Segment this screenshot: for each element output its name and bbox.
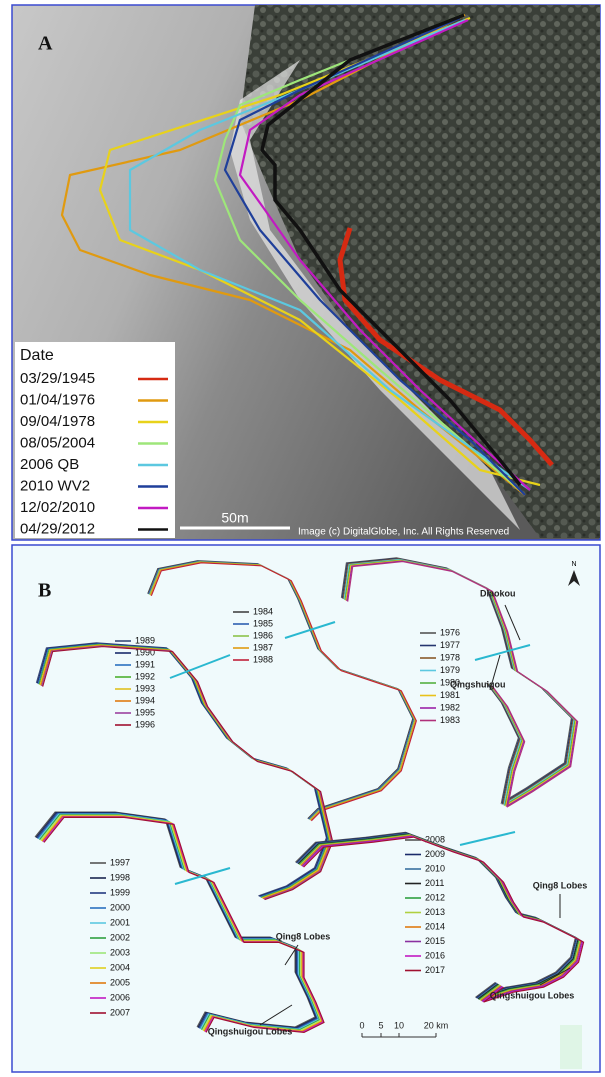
shade xyxy=(560,1025,582,1069)
legend-label: 1979 xyxy=(440,665,460,675)
legend-label: 09/04/1978 xyxy=(20,413,95,430)
legend-label: 1977 xyxy=(440,640,460,650)
legend-label: 1986 xyxy=(253,630,273,640)
legend-label: 1976 xyxy=(440,627,460,637)
legend-label: 2013 xyxy=(425,907,445,917)
figure: 50m Image (c) DigitalGlobe, Inc. All Rig… xyxy=(0,0,605,1077)
legend-label: 1992 xyxy=(135,671,155,681)
legend-label: 1989 xyxy=(135,635,155,645)
legend-label: 1998 xyxy=(110,872,130,882)
annotation: Qingshuigou Lobes xyxy=(490,990,575,1000)
scale-label: 0 xyxy=(359,1020,364,1030)
scale-label: 50m xyxy=(221,510,248,526)
legend-label: 1981 xyxy=(440,690,460,700)
legend-label: 2000 xyxy=(110,902,130,912)
legend-label: 1985 xyxy=(253,618,273,628)
annotation: Qingshuigou Lobes xyxy=(208,1026,293,1036)
legend-label: 1993 xyxy=(135,683,155,693)
legend-label: 1991 xyxy=(135,659,155,669)
legend-label: 1982 xyxy=(440,702,460,712)
legend-label: 2009 xyxy=(425,849,445,859)
legend-label: 2016 xyxy=(425,950,445,960)
scale-label: 5 xyxy=(378,1020,383,1030)
legend-label: 1999 xyxy=(110,887,130,897)
legend-label: 2010 WV2 xyxy=(20,477,90,494)
legend-label: 1994 xyxy=(135,695,155,705)
legend-label: 2004 xyxy=(110,962,130,972)
panel-b: B N 1984 1985 1986 1987 1988 1976 1977 1978 1979… xyxy=(12,545,600,1072)
legend-label: 1997 xyxy=(110,857,130,867)
annotation: Diaokou xyxy=(480,588,516,598)
legend-label: 2010 xyxy=(425,863,445,873)
legend-label: 03/29/1945 xyxy=(20,370,95,387)
annotation: Qingshuigou xyxy=(450,679,506,689)
legend-label: 2003 xyxy=(110,947,130,957)
legend-label: 2001 xyxy=(110,917,130,927)
legend-title: Date xyxy=(20,347,54,364)
scale-label: 10 xyxy=(394,1020,404,1030)
legend-label: 2011 xyxy=(425,878,444,888)
legend-label: 1987 xyxy=(253,642,273,652)
legend-label: 12/02/2010 xyxy=(20,499,95,516)
legend-label: 01/04/1976 xyxy=(20,391,95,408)
page: 50m Image (c) DigitalGlobe, Inc. All Rig… xyxy=(0,0,605,1077)
north-label: N xyxy=(571,561,576,568)
legend-label: 2005 xyxy=(110,977,130,987)
legend-label: 2007 xyxy=(110,1007,130,1017)
legend-label: 1996 xyxy=(135,719,155,729)
legend-label: 2017 xyxy=(425,965,445,975)
legend-label: 2006 xyxy=(110,992,130,1002)
panel-label: B xyxy=(38,580,51,602)
legend-label: 2002 xyxy=(110,932,130,942)
annotation: Qing8 Lobes xyxy=(533,880,588,890)
legend-label: 1995 xyxy=(135,707,155,717)
panel-a: 50m Image (c) DigitalGlobe, Inc. All Rig… xyxy=(12,5,600,540)
legend-label: 1983 xyxy=(440,715,460,725)
legend-label: 1984 xyxy=(253,606,273,616)
legend-label: 2006 QB xyxy=(20,456,79,473)
legend-label: 04/29/2012 xyxy=(20,520,95,537)
legend-label: 08/05/2004 xyxy=(20,434,95,451)
legend-label: 2015 xyxy=(425,936,445,946)
legend-label: 2012 xyxy=(425,892,445,902)
scale-label: 20 km xyxy=(424,1020,449,1030)
legend-label: 2014 xyxy=(425,921,445,931)
credit: Image (c) DigitalGlobe, Inc. All Rights … xyxy=(298,527,509,538)
annotation: Qing8 Lobes xyxy=(276,931,331,941)
legend-label: 1978 xyxy=(440,652,460,662)
panel-label: A xyxy=(38,33,53,55)
legend-label: 1988 xyxy=(253,654,273,664)
